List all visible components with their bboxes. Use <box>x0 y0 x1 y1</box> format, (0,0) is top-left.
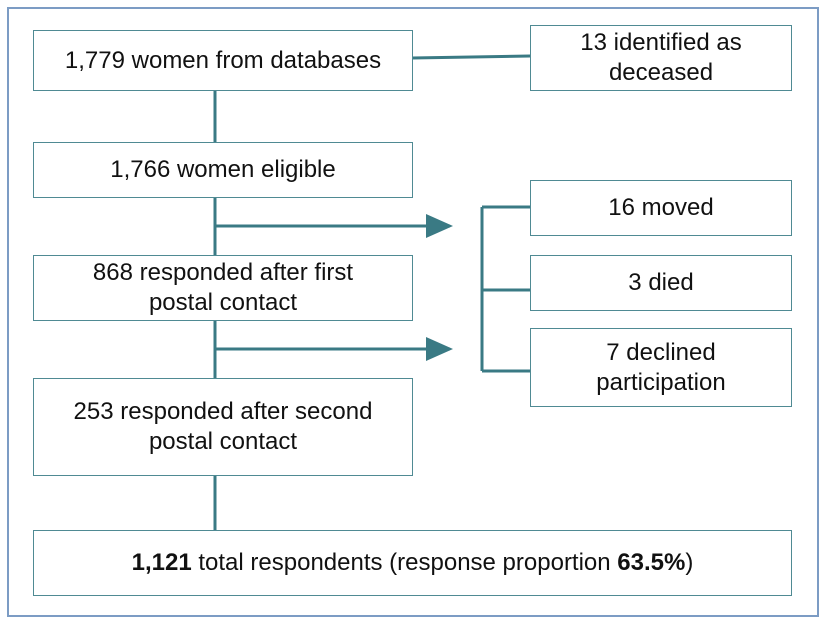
frame <box>7 7 819 617</box>
box: 1,121 total respondents (response propor… <box>33 530 792 596</box>
box: 868 responded after first postal contact <box>33 255 413 321</box>
label: deceased <box>608 59 714 86</box>
box: 13 identified as deceased <box>530 25 792 91</box>
label: 63.5% <box>617 549 686 576</box>
label: participation <box>596 368 726 396</box>
box: 1,766 women eligible <box>33 142 413 198</box>
box: 16 moved <box>530 180 792 236</box>
connector-lines <box>213 54 531 530</box>
label: postal contact <box>148 289 298 316</box>
box: 1,779 women from databases <box>33 30 413 91</box>
label: total respondents (response proportion <box>191 549 618 576</box>
box: 7 declined participation <box>530 328 792 407</box>
label: 253 responded after second <box>73 398 373 425</box>
label: ) <box>685 549 694 576</box>
label: 3 died <box>628 269 694 296</box>
label: 1,766 women eligible <box>110 156 336 183</box>
label: 16 moved <box>608 194 714 221</box>
label: 7 declined <box>606 338 716 366</box>
box: 3 died <box>530 255 792 311</box>
label: 1,779 women from databases <box>64 46 382 74</box>
label: 1,121 <box>131 549 192 576</box>
label: 13 identified as <box>580 29 742 56</box>
box: 253 responded after second postal contac… <box>33 378 413 476</box>
label: 868 responded after first <box>92 259 354 286</box>
label: postal contact <box>148 428 298 455</box>
